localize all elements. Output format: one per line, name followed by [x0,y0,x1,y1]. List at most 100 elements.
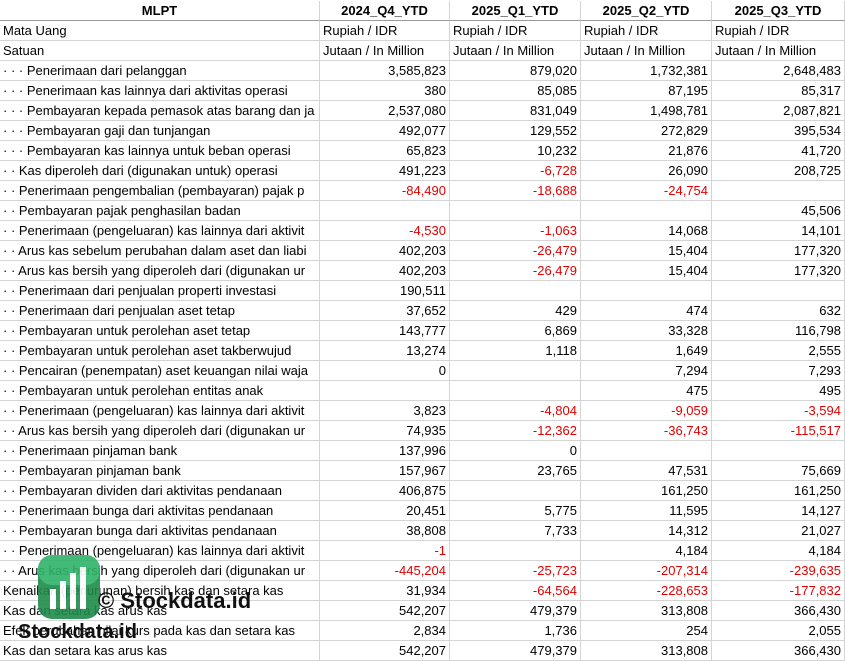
value-cell: 1,736 [450,621,581,641]
value-cell: 2,834 [320,621,450,641]
value-cell: -1 [320,541,450,561]
value-cell: -3,594 [712,401,845,421]
value-cell: 402,203 [320,261,450,281]
value-cell: 26,090 [581,161,712,181]
row-label: · · Arus kas bersih yang diperoleh dari … [0,421,320,441]
value-cell: 177,320 [712,241,845,261]
value-cell: 5,775 [450,501,581,521]
row-label: Kas dan setara kas arus kas [0,601,320,621]
value-cell: 21,876 [581,141,712,161]
unit-cell: Jutaan / In Million [320,41,450,61]
value-cell: 14,101 [712,221,845,241]
value-cell: 11,595 [581,501,712,521]
value-cell: 161,250 [712,481,845,501]
value-cell: 2,537,080 [320,101,450,121]
row-label: · · Pembayaran bunga dari aktivitas pend… [0,521,320,541]
empty-cell [450,481,581,501]
value-cell: 85,317 [712,81,845,101]
value-cell: 143,777 [320,321,450,341]
row-label: · · Arus kas sebelum perubahan dalam ase… [0,241,320,261]
value-cell: -4,804 [450,401,581,421]
row-label: Efek perubahan nilai kurs pada kas dan s… [0,621,320,641]
value-cell: 87,195 [581,81,712,101]
value-cell: 4,184 [581,541,712,561]
value-cell: 2,055 [712,621,845,641]
value-cell: 366,430 [712,641,845,661]
value-cell: 208,725 [712,161,845,181]
value-cell: 0 [450,441,581,461]
value-cell: -228,653 [581,581,712,601]
value-cell: -445,204 [320,561,450,581]
unit-cell: Jutaan / In Million [712,41,845,61]
value-cell: 47,531 [581,461,712,481]
value-cell: -6,728 [450,161,581,181]
row-label: · · Penerimaan pinjaman bank [0,441,320,461]
unit-cell: Jutaan / In Million [450,41,581,61]
value-cell: 10,232 [450,141,581,161]
value-cell: 7,294 [581,361,712,381]
value-cell: 3,823 [320,401,450,421]
value-cell: 6,869 [450,321,581,341]
value-cell: 1,732,381 [581,61,712,81]
empty-cell [450,361,581,381]
value-cell: 831,049 [450,101,581,121]
unit-cell: Rupiah / IDR [450,21,581,41]
column-header: 2025_Q1_YTD [450,1,581,21]
column-header: 2025_Q3_YTD [712,1,845,21]
value-cell: 23,765 [450,461,581,481]
value-cell: 4,184 [712,541,845,561]
value-cell: 1,649 [581,341,712,361]
value-cell: -36,743 [581,421,712,441]
value-cell: 272,829 [581,121,712,141]
value-cell: 116,798 [712,321,845,341]
row-label: · · · Penerimaan dari pelanggan [0,61,320,81]
value-cell: 632 [712,301,845,321]
row-label: · · Pembayaran pajak penghasilan badan [0,201,320,221]
empty-cell [450,201,581,221]
value-cell: -25,723 [450,561,581,581]
value-cell: 129,552 [450,121,581,141]
unit-cell: Rupiah / IDR [320,21,450,41]
row-label: · · · Pembayaran kepada pemasok atas bar… [0,101,320,121]
value-cell: 2,087,821 [712,101,845,121]
unit-cell: Jutaan / In Million [581,41,712,61]
value-cell: 1,498,781 [581,101,712,121]
row-label: · · Penerimaan dari penjualan properti i… [0,281,320,301]
value-cell: -177,832 [712,581,845,601]
row-label: · · Pembayaran dividen dari aktivitas pe… [0,481,320,501]
value-cell: 2,648,483 [712,61,845,81]
value-cell: 313,808 [581,641,712,661]
value-cell: -64,564 [450,581,581,601]
value-cell: 74,935 [320,421,450,441]
value-cell: 13,274 [320,341,450,361]
empty-cell [712,441,845,461]
empty-cell [712,281,845,301]
empty-cell [450,381,581,401]
value-cell: 177,320 [712,261,845,281]
value-cell: 65,823 [320,141,450,161]
value-cell: 157,967 [320,461,450,481]
row-label: · · Penerimaan (pengeluaran) kas lainnya… [0,401,320,421]
row-label: · · Pencairan (penempatan) aset keuangan… [0,361,320,381]
value-cell: 45,506 [712,201,845,221]
row-label: · · Penerimaan (pengeluaran) kas lainnya… [0,221,320,241]
value-cell: 7,733 [450,521,581,541]
value-cell: 495 [712,381,845,401]
value-cell: 15,404 [581,241,712,261]
value-cell: 33,328 [581,321,712,341]
value-cell: 2,555 [712,341,845,361]
value-cell: -26,479 [450,241,581,261]
value-cell: 38,808 [320,521,450,541]
value-cell: 3,585,823 [320,61,450,81]
value-cell: -239,635 [712,561,845,581]
empty-cell [450,541,581,561]
value-cell: 475 [581,381,712,401]
row-label: Kas dan setara kas arus kas [0,641,320,661]
value-cell: 137,996 [320,441,450,461]
value-cell: 41,720 [712,141,845,161]
value-cell: 20,451 [320,501,450,521]
value-cell: 15,404 [581,261,712,281]
row-label: · · Penerimaan dari penjualan aset tetap [0,301,320,321]
row-label: Kenaikan (penurunan) bersih kas dan seta… [0,581,320,601]
row-label: · · Arus kas bersih yang diperoleh dari … [0,561,320,581]
